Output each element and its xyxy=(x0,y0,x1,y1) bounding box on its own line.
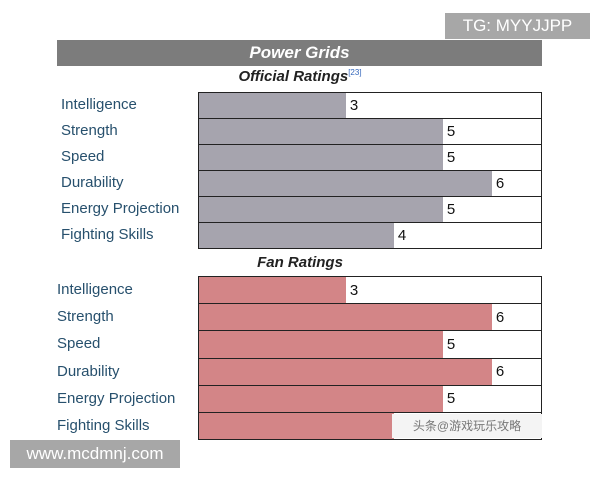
official-ratings-heading: Official Ratings[23] xyxy=(0,68,600,85)
fan-label-speed: Speed xyxy=(57,335,101,353)
fan-label-strength: Strength xyxy=(57,308,114,326)
fan-track-intelligence: 3 xyxy=(198,276,542,305)
official-value-speed: 5 xyxy=(446,149,456,166)
official-label-fighting-skills: Fighting Skills xyxy=(61,226,154,243)
official-label-intelligence: Intelligence xyxy=(61,96,137,113)
official-value-intelligence: 3 xyxy=(349,97,359,114)
official-label-energy-projection: Energy Projection xyxy=(61,200,180,217)
fan-bar-energy-projection xyxy=(199,385,443,412)
official-bar-energy-projection xyxy=(199,197,443,222)
official-bar-durability xyxy=(199,171,492,196)
fan-track-durability: 6 xyxy=(198,357,542,386)
official-track-intelligence: 3 xyxy=(198,92,542,119)
fan-bar-intelligence xyxy=(199,277,346,304)
official-value-strength: 5 xyxy=(446,123,456,140)
website-badge: www.mcdmnj.com xyxy=(10,440,180,468)
official-label-durability: Durability xyxy=(61,174,124,191)
fan-value-strength: 6 xyxy=(495,308,505,326)
fan-label-durability: Durability xyxy=(57,362,120,380)
official-ratings-label: Official Ratings xyxy=(238,68,349,85)
fan-ratings-heading: Fan Ratings xyxy=(257,254,343,271)
fan-bar-strength xyxy=(199,304,492,331)
official-value-fighting-skills: 4 xyxy=(397,227,407,244)
fan-bar-fighting-skills xyxy=(199,413,394,440)
official-track-strength: 5 xyxy=(198,118,542,145)
official-label-speed: Speed xyxy=(61,148,105,165)
official-value-durability: 6 xyxy=(495,175,505,192)
official-track-fighting-skills: 4 xyxy=(198,222,542,249)
fan-label-fighting-skills: Fighting Skills xyxy=(57,417,150,434)
official-bar-speed xyxy=(199,145,443,170)
official-track-energy-projection: 5 xyxy=(198,196,542,223)
official-bar-strength xyxy=(199,119,443,144)
fan-label-energy-projection: Energy Projection xyxy=(57,389,176,407)
fan-track-strength: 6 xyxy=(198,303,542,332)
official-bar-intelligence xyxy=(199,93,346,118)
fan-track-energy-projection: 5 xyxy=(198,384,542,413)
official-bar-fighting-skills xyxy=(199,223,394,248)
fan-value-energy-projection: 5 xyxy=(446,390,456,408)
official-track-speed: 5 xyxy=(198,144,542,171)
fan-value-speed: 5 xyxy=(446,335,456,353)
chart-title: Power Grids xyxy=(57,40,542,66)
fan-label-intelligence: Intelligence xyxy=(57,281,133,298)
citation-link[interactable]: [23] xyxy=(348,68,362,77)
fan-value-intelligence: 3 xyxy=(349,281,359,299)
fan-track-speed: 5 xyxy=(198,330,542,359)
telegram-badge: TG: MYYJJPP xyxy=(445,13,590,39)
official-track-durability: 6 xyxy=(198,170,542,197)
fan-value-durability: 6 xyxy=(495,363,505,381)
fan-bar-durability xyxy=(199,358,492,385)
official-value-energy-projection: 5 xyxy=(446,201,456,218)
fan-bar-speed xyxy=(199,331,443,358)
watermark-text: 头条@游戏玩乐攻略 xyxy=(392,414,542,438)
official-label-strength: Strength xyxy=(61,122,118,139)
